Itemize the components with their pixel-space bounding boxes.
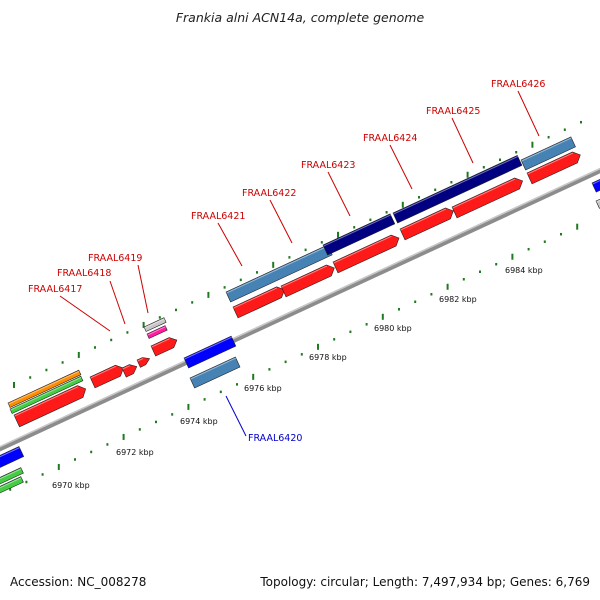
feature-fraal6419-a[interactable] xyxy=(121,364,138,378)
feature-fraal6421-shine xyxy=(226,245,329,294)
feature-blue-rev[interactable] xyxy=(183,335,237,369)
tick-label-6976: 6976 kbp xyxy=(244,384,282,393)
leader-fraal6424 xyxy=(389,144,413,190)
feature-fraal6426-shine xyxy=(521,137,572,162)
feature-orange[interactable] xyxy=(7,369,82,408)
genome-info-text: Topology: circular; Length: 7,497,934 bp… xyxy=(259,575,590,589)
map-layer xyxy=(0,90,600,497)
feature-green[interactable] xyxy=(9,375,84,414)
feature-blue-rev-shine xyxy=(184,336,232,360)
tick-label-6970: 6970 kbp xyxy=(52,481,90,490)
tick-label-6978: 6978 kbp xyxy=(309,353,347,362)
leader-fraal6418 xyxy=(109,280,126,325)
feature-fraal6420[interactable] xyxy=(189,356,241,389)
feature-red-6[interactable] xyxy=(526,151,581,185)
feature-red-3[interactable] xyxy=(332,234,400,274)
feature-fraal6421[interactable] xyxy=(225,244,333,303)
feature-green-left-1[interactable] xyxy=(0,467,24,488)
feature-grey-edge[interactable] xyxy=(595,197,600,209)
feature-fraal6422-shine xyxy=(323,214,391,247)
feature-green-shine xyxy=(10,376,82,411)
feature-blue-left[interactable] xyxy=(0,446,25,471)
feature-blocks xyxy=(0,136,600,497)
feature-orange-shine xyxy=(8,370,80,405)
feature-green-left-2[interactable] xyxy=(0,476,24,497)
feature-grey-edge-shine xyxy=(596,199,600,203)
feature-red-5-shine xyxy=(452,178,516,209)
feature-pink[interactable] xyxy=(146,325,168,339)
feature-fraal6423-shine xyxy=(393,156,519,215)
feature-fraal6417-shine xyxy=(14,386,79,417)
feature-red-2-shine xyxy=(281,265,328,288)
feature-fraal6418-shine xyxy=(90,365,117,379)
feature-red-4[interactable] xyxy=(399,207,454,241)
feature-red-1[interactable] xyxy=(232,286,285,319)
feature-small-red[interactable] xyxy=(150,337,178,357)
tick-label-6984: 6984 kbp xyxy=(505,266,543,275)
gene-label-fraal6421[interactable]: FRAAL6421 xyxy=(191,211,245,222)
feature-blue-left-shine xyxy=(0,447,20,458)
feature-fraal6422[interactable] xyxy=(322,213,396,256)
map-title: Frankia alni ACN14a, complete genome xyxy=(176,10,425,25)
feature-fraal6426[interactable] xyxy=(520,136,576,171)
gene-label-fraal6423[interactable]: FRAAL6423 xyxy=(301,160,355,171)
leader-fraal6423 xyxy=(327,171,351,217)
feature-red-3-shine xyxy=(333,235,392,264)
gene-label-fraal6425[interactable]: FRAAL6425 xyxy=(426,106,480,117)
feature-green-left-2-shine xyxy=(0,477,22,489)
genome-backbone xyxy=(0,167,600,452)
tick-label-6974: 6974 kbp xyxy=(180,417,218,426)
genome-backbone-highlight xyxy=(0,167,600,448)
feature-fraal6419-a-shine xyxy=(122,365,130,370)
feature-fraal6419-b[interactable] xyxy=(136,357,151,368)
gene-label-fraal6419[interactable]: FRAAL6419 xyxy=(88,253,142,264)
feature-fraal6418[interactable] xyxy=(89,364,124,389)
tick-label-6980: 6980 kbp xyxy=(374,324,412,333)
feature-fraal6419-b-shine xyxy=(137,358,144,362)
gene-label-fraal6418[interactable]: FRAAL6418 xyxy=(57,268,111,279)
leader-fraal6419 xyxy=(137,264,149,314)
feature-red-2[interactable] xyxy=(280,264,335,298)
feature-blue-edge-shine xyxy=(592,180,600,185)
gene-label-fraal6426[interactable]: FRAAL6426 xyxy=(491,79,545,90)
leader-fraal6421 xyxy=(217,222,243,267)
leader-fraal6417 xyxy=(59,295,111,332)
gene-label-fraal6420[interactable]: FRAAL6420 xyxy=(248,433,302,444)
feature-fraal6423[interactable] xyxy=(392,155,523,224)
feature-small-red-shine xyxy=(151,338,170,348)
gene-label-fraal6422[interactable]: FRAAL6422 xyxy=(242,188,296,199)
leader-fraal6426 xyxy=(517,90,540,137)
feature-grey[interactable] xyxy=(143,317,167,332)
tick-label-6982: 6982 kbp xyxy=(439,295,477,304)
label-leaders xyxy=(59,90,540,437)
gene-label-fraal6417[interactable]: FRAAL6417 xyxy=(28,284,82,295)
leader-fraal6420 xyxy=(225,395,247,437)
feature-red-1-shine xyxy=(233,287,278,309)
feature-pink-shine xyxy=(147,326,166,336)
gene-label-fraal6424[interactable]: FRAAL6424 xyxy=(363,133,417,144)
feature-red-5[interactable] xyxy=(451,177,523,219)
feature-green-left-1-shine xyxy=(0,468,22,480)
feature-red-4-shine xyxy=(400,208,447,231)
feature-red-6-shine xyxy=(527,152,574,175)
accession-text: Accession: NC_008278 xyxy=(10,575,146,589)
feature-fraal6420-shine xyxy=(190,357,237,380)
leader-fraal6425 xyxy=(451,117,474,164)
leader-fraal6422 xyxy=(269,199,293,244)
tick-marks xyxy=(9,120,582,491)
feature-grey-shine xyxy=(144,318,165,329)
feature-fraal6417[interactable] xyxy=(13,385,87,428)
tick-label-6972: 6972 kbp xyxy=(116,448,154,457)
feature-blue-edge[interactable] xyxy=(591,175,600,193)
